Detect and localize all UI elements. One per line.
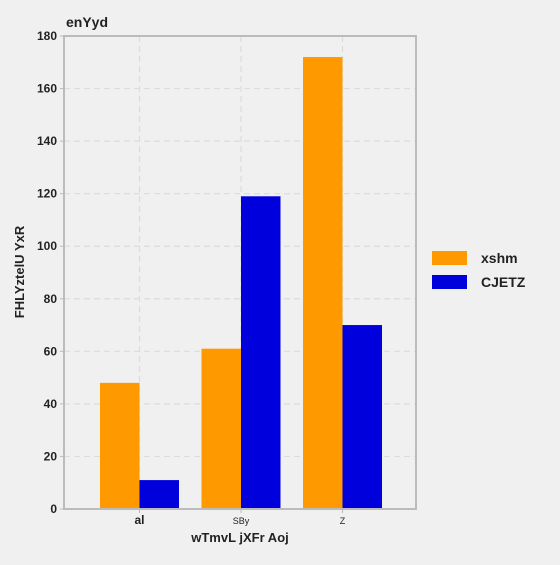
- y-tick-label: 180: [37, 29, 57, 43]
- bar-CJETZ-Z: [342, 325, 382, 509]
- y-tick-label: 20: [44, 449, 58, 463]
- y-tick-label: 0: [50, 502, 57, 516]
- legend-label: xshm: [481, 250, 518, 266]
- y-tick-label: 60: [44, 344, 58, 358]
- x-tick-label: SBy: [233, 516, 250, 526]
- bar-CJETZ-SBy: [241, 196, 281, 510]
- bar-xshm-SBy: [201, 348, 241, 509]
- x-tick-label: Z: [340, 516, 346, 526]
- bar-xshm-al: [100, 382, 140, 509]
- plot-frame: [63, 35, 417, 510]
- chart-title: enYyd: [66, 14, 108, 30]
- y-tick-label: 80: [44, 292, 58, 306]
- legend: xshm CJETZ: [432, 250, 526, 290]
- legend-swatch-xshm: [432, 251, 467, 265]
- x-axis-label: wTmvL jXFr Aoj: [190, 530, 289, 545]
- y-tick-label: 40: [44, 397, 58, 411]
- bar-CJETZ-al: [139, 480, 179, 509]
- legend-swatch-CJETZ: [432, 275, 467, 289]
- bar-xshm-Z: [303, 57, 343, 510]
- legend-label: CJETZ: [481, 274, 526, 290]
- plot-area: 0 20 40 60 80 100 120 140 160 180 al SBy Z: [37, 29, 417, 527]
- y-tick-label: 120: [37, 187, 57, 201]
- y-tick-label: 140: [37, 134, 57, 148]
- y-axis-label: FHLYztelU YxR: [12, 225, 27, 318]
- y-tick-label: 100: [37, 239, 57, 253]
- x-tick-label: al: [134, 513, 144, 527]
- y-tick-label: 160: [37, 82, 57, 96]
